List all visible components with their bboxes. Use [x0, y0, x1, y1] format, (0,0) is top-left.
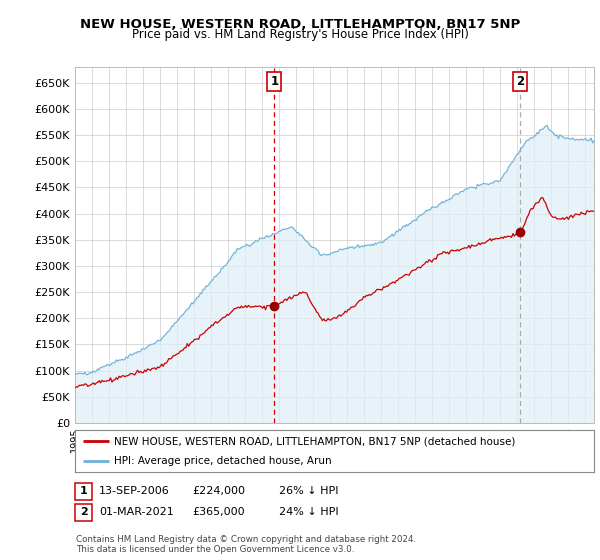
Text: Price paid vs. HM Land Registry's House Price Index (HPI): Price paid vs. HM Land Registry's House …	[131, 28, 469, 41]
Text: 24% ↓ HPI: 24% ↓ HPI	[279, 507, 338, 517]
Text: NEW HOUSE, WESTERN ROAD, LITTLEHAMPTON, BN17 5NP: NEW HOUSE, WESTERN ROAD, LITTLEHAMPTON, …	[80, 18, 520, 31]
Text: 1: 1	[270, 75, 278, 88]
Text: 2: 2	[80, 507, 88, 517]
Text: HPI: Average price, detached house, Arun: HPI: Average price, detached house, Arun	[114, 456, 332, 466]
Text: £224,000: £224,000	[192, 486, 245, 496]
Text: 1: 1	[80, 486, 88, 496]
Text: 01-MAR-2021: 01-MAR-2021	[99, 507, 174, 517]
Text: £365,000: £365,000	[192, 507, 245, 517]
Text: NEW HOUSE, WESTERN ROAD, LITTLEHAMPTON, BN17 5NP (detached house): NEW HOUSE, WESTERN ROAD, LITTLEHAMPTON, …	[114, 436, 515, 446]
Text: 26% ↓ HPI: 26% ↓ HPI	[279, 486, 338, 496]
Text: Contains HM Land Registry data © Crown copyright and database right 2024.
This d: Contains HM Land Registry data © Crown c…	[76, 535, 416, 554]
Text: 2: 2	[516, 75, 524, 88]
Text: 13-SEP-2006: 13-SEP-2006	[99, 486, 170, 496]
